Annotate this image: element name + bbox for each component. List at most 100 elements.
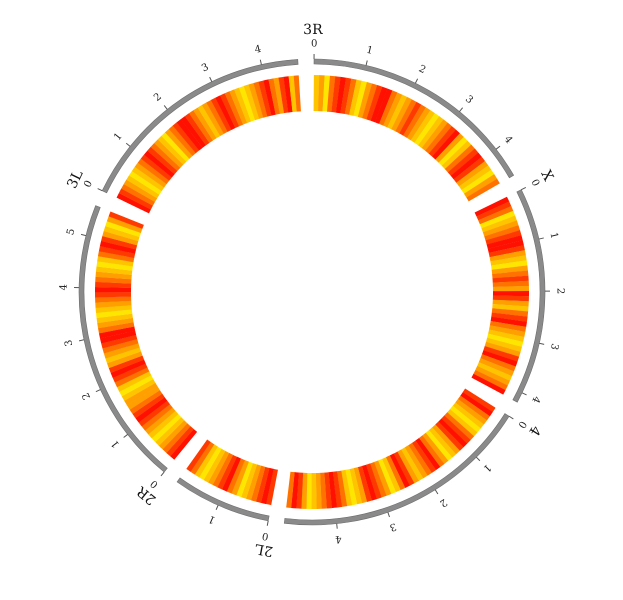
heat-cell-2r xyxy=(95,271,132,280)
heat-cell-4 xyxy=(296,472,304,509)
ideogram-2l xyxy=(176,477,270,522)
heat-cell-x xyxy=(488,245,525,258)
tick-label-3l: 1 xyxy=(112,131,125,143)
heat-cell-x xyxy=(476,201,512,221)
heat-cell-3r xyxy=(418,116,444,149)
heat-cell-4 xyxy=(301,472,308,509)
heat-cell-3l xyxy=(229,89,248,125)
heat-cell-x xyxy=(491,308,529,317)
heat-cell-4 xyxy=(374,460,392,496)
heat-cell-x xyxy=(477,362,513,381)
heat-cell-2r xyxy=(97,251,135,263)
heat-cell-x xyxy=(492,270,529,279)
tick-label-3r: 1 xyxy=(365,45,374,57)
tick-4 xyxy=(387,512,390,518)
heat-cell-2r xyxy=(144,407,176,435)
heat-cell-2r xyxy=(110,359,146,378)
heat-cell-2r xyxy=(101,235,138,250)
heat-cell-3l xyxy=(143,150,175,178)
heat-cell-4 xyxy=(353,467,368,504)
heat-cell-x xyxy=(492,275,529,283)
heat-cell-4 xyxy=(455,399,487,425)
tick-2r xyxy=(160,471,165,477)
tick-label-4: 1 xyxy=(481,462,493,474)
heat-cell-4 xyxy=(444,412,475,441)
ideogram-2r xyxy=(78,205,168,473)
heat-cell-x xyxy=(485,230,522,245)
heat-cell-3r xyxy=(366,85,383,121)
heat-cell-2l xyxy=(231,460,249,496)
heat-cell-2r xyxy=(95,281,132,288)
heat-cell-3l xyxy=(164,128,193,159)
heat-cell-3l xyxy=(268,78,280,115)
heat-cell-3r xyxy=(441,140,472,170)
heat-cell-3r xyxy=(331,76,341,113)
tick-4 xyxy=(508,415,514,420)
heat-cell-x xyxy=(480,354,516,372)
heat-cell-4 xyxy=(418,435,445,468)
heat-cell-4 xyxy=(345,469,358,506)
heat-cell-4 xyxy=(428,427,457,458)
tick-label-x: 2 xyxy=(554,288,565,294)
heat-cell-3r xyxy=(344,78,357,115)
heat-cell-3l xyxy=(126,175,160,199)
heat-cell-3r xyxy=(463,174,498,198)
heat-cell-x xyxy=(481,350,518,367)
heat-cell-x xyxy=(490,316,527,327)
segment-label-3r: 3R xyxy=(303,22,323,38)
heat-cell-x xyxy=(492,285,529,292)
heat-cell-3l xyxy=(123,179,158,203)
heat-cell-4 xyxy=(361,464,377,501)
heat-cell-4 xyxy=(389,453,410,488)
tick-label-3r: 3 xyxy=(463,94,475,107)
heat-cell-3l xyxy=(278,76,289,114)
heat-cell-4 xyxy=(460,392,493,417)
heat-cell-3r xyxy=(410,110,435,143)
heat-cell-2r xyxy=(98,245,136,258)
heat-cell-2r xyxy=(97,317,134,329)
heat-cell-3r xyxy=(438,136,468,166)
tick-2r xyxy=(95,389,101,393)
heat-cell-2l xyxy=(221,456,241,492)
heat-cell-3l xyxy=(234,87,252,124)
heat-cell-3l xyxy=(219,93,240,129)
heat-cell-x xyxy=(478,206,514,225)
heat-cell-3r xyxy=(395,99,417,134)
heat-cell-3l xyxy=(150,143,181,171)
tick-label-x: 4 xyxy=(529,394,542,405)
heat-cell-4 xyxy=(422,432,449,465)
heat-cell-3l xyxy=(293,75,301,112)
tick-label-4: 3 xyxy=(388,520,398,532)
heat-cell-x xyxy=(485,337,522,353)
heat-cell-2r xyxy=(103,225,140,242)
heat-cell-x xyxy=(478,358,514,377)
heat-cell-3l xyxy=(168,125,196,157)
heat-cell-3l xyxy=(137,158,170,185)
heat-cell-2r xyxy=(132,393,165,419)
heat-cell-2r xyxy=(99,240,137,254)
heat-cell-2l xyxy=(203,448,226,483)
tick-label-x: 0 xyxy=(528,178,541,189)
heat-cell-x xyxy=(487,240,524,254)
heat-cell-3l xyxy=(197,104,221,139)
heat-cell-3l xyxy=(161,132,190,162)
heat-cell-2r xyxy=(101,334,138,349)
heat-cell-2l xyxy=(217,454,237,490)
tick-label-x: 3 xyxy=(548,342,560,351)
tick-3r xyxy=(414,78,419,84)
heat-cell-4 xyxy=(320,472,327,509)
heat-cell-x xyxy=(490,255,527,266)
tick-x xyxy=(521,187,527,191)
heat-cell-3l xyxy=(134,162,167,188)
heat-cell-x xyxy=(492,290,530,297)
heat-cell-2l xyxy=(255,466,270,503)
tick-label-2r: 4 xyxy=(58,284,69,291)
heat-cell-3l xyxy=(210,97,232,132)
heat-cell-3r xyxy=(391,96,413,132)
heat-cell-3r xyxy=(353,80,368,117)
heat-cell-2r xyxy=(98,322,135,334)
heat-cell-3r xyxy=(357,82,373,119)
heat-cell-x xyxy=(489,321,527,333)
heat-cell-2l xyxy=(241,463,258,499)
heat-cell-2l xyxy=(194,444,218,478)
